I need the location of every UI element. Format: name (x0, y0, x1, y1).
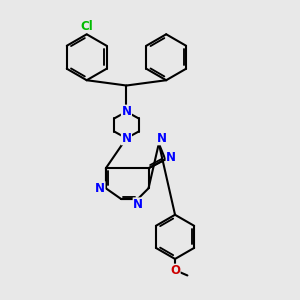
Text: N: N (133, 198, 143, 211)
Text: Cl: Cl (80, 20, 93, 32)
Text: O: O (170, 264, 180, 277)
Text: N: N (122, 132, 131, 145)
Text: N: N (122, 105, 131, 118)
Text: N: N (157, 132, 167, 145)
Text: N: N (95, 182, 105, 195)
Text: N: N (166, 152, 176, 164)
